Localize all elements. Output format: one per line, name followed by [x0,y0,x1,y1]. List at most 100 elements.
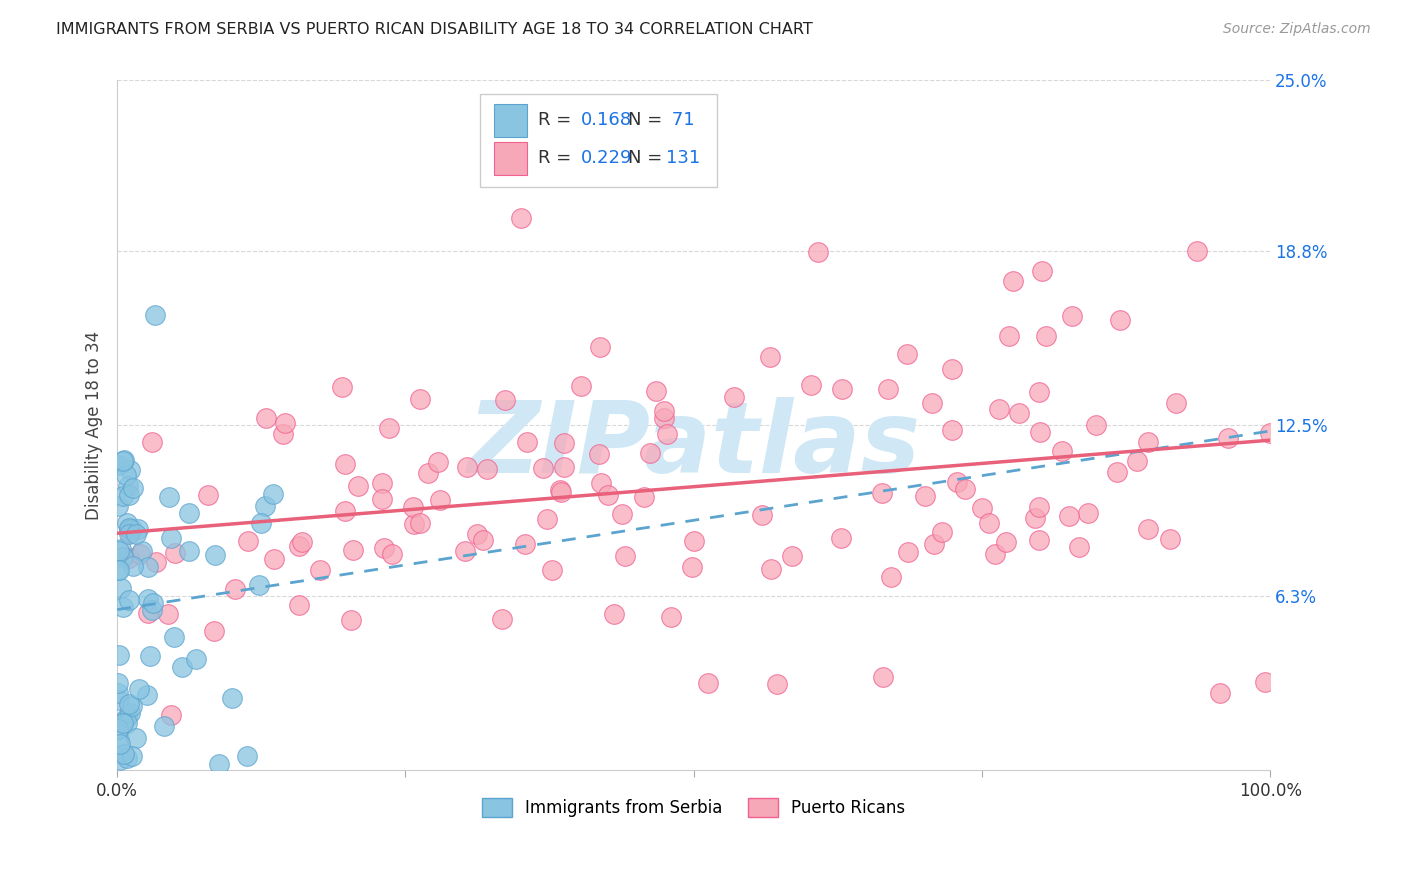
Point [170,660,193,674]
Point [896,347,918,361]
Point [536,512,558,526]
Point [1107,465,1129,479]
Point [589,340,612,354]
Point [131,543,153,558]
Point [202,624,225,638]
Point [922,537,945,551]
Point [1060,309,1083,323]
Point [108,731,131,746]
Point [612,507,634,521]
Point [118,522,141,536]
Point [751,508,773,522]
Point [110,541,132,556]
Point [613,549,636,563]
Point [1216,431,1239,445]
Point [274,416,297,430]
Point [541,563,564,577]
Point [108,648,131,662]
Point [118,527,141,541]
Point [342,543,364,558]
Point [111,454,134,468]
Text: R =: R = [538,111,576,129]
Text: Source: ZipAtlas.com: Source: ZipAtlas.com [1223,22,1371,37]
Point [830,531,852,545]
Point [253,500,276,514]
Point [121,522,143,536]
Point [107,458,129,473]
Point [596,488,619,502]
Point [381,547,404,561]
Point [880,570,903,584]
Point [287,539,309,553]
Bar [495,104,526,136]
Point [569,378,592,392]
Point [139,648,162,663]
Point [654,404,676,418]
Point [454,544,477,558]
Point [118,462,141,476]
Point [121,749,143,764]
Point [516,434,538,449]
Point [128,682,150,697]
Point [652,411,675,425]
Point [107,676,129,690]
Point [145,555,167,569]
Point [1185,244,1208,259]
Point [108,692,131,706]
Point [645,384,668,398]
Point [330,380,353,394]
Point [118,706,141,720]
Point [491,612,513,626]
Point [1209,686,1232,700]
Point [141,603,163,617]
Point [659,610,682,624]
Point [118,488,141,502]
Point [127,522,149,536]
Point [371,476,394,491]
Point [118,697,141,711]
Point [263,551,285,566]
Point [371,492,394,507]
Point [872,670,894,684]
Point [409,516,432,530]
Point [340,613,363,627]
Point [945,475,967,490]
Point [780,549,803,563]
Point [288,598,311,612]
Point [1024,511,1046,525]
Point [291,535,314,549]
Point [897,545,920,559]
Point [136,560,159,574]
Point [416,466,439,480]
Point [247,577,270,591]
Point [136,606,159,620]
Point [156,607,179,621]
Point [378,420,401,434]
Point [136,688,159,702]
Point [179,506,201,520]
Point [955,482,977,496]
Point [657,426,679,441]
Point [941,423,963,437]
Point [114,713,136,727]
Point [1108,313,1130,327]
Point [110,581,132,595]
Point [121,699,143,714]
Point [118,593,141,607]
Point [983,547,1005,561]
Point [254,411,277,425]
Text: R =: R = [538,149,576,167]
Point [373,541,395,555]
Point [1035,328,1057,343]
Point [987,401,1010,416]
Point [117,521,139,535]
Point [1164,395,1187,409]
Point [1028,384,1050,399]
Point [759,561,782,575]
Point [494,393,516,408]
Point [108,737,131,751]
Point [249,516,271,531]
Point [1008,406,1031,420]
Text: 71: 71 [666,111,695,129]
Point [402,500,425,514]
